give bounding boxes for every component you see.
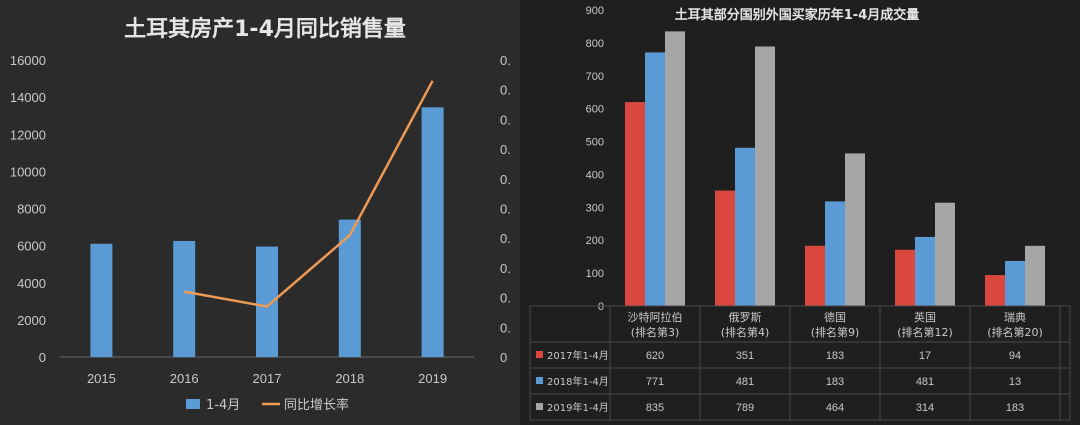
y-tick-label: 0 [598, 301, 604, 313]
y-tick-label: 6000 [17, 239, 46, 254]
data-value: 789 [736, 402, 754, 414]
bar [625, 102, 645, 306]
category-rank: (排名第20) [987, 325, 1043, 339]
bar [715, 190, 735, 306]
legend-label: 1-4月 [206, 398, 240, 413]
growth-line [183, 80, 434, 308]
legend-swatch [536, 377, 543, 384]
category-name: 德国 [824, 310, 846, 324]
chart-title: 土耳其部分国别外国买家历年1-4月成交量 [675, 7, 920, 23]
y-tick-label: 800 [586, 38, 604, 50]
bar [845, 153, 865, 306]
y-tick-label: 200 [586, 235, 604, 247]
category-name: 俄罗斯 [729, 311, 762, 324]
y-tick-label: 700 [586, 71, 604, 83]
bar [935, 202, 955, 306]
y2-tick-label: 0. [500, 53, 511, 68]
data-value: 464 [826, 402, 844, 414]
legend-label: 同比增长率 [284, 397, 349, 413]
legend-swatch-bar [186, 399, 200, 409]
bar [173, 240, 196, 357]
bar [895, 249, 915, 306]
data-value: 351 [736, 350, 754, 362]
category-name: 瑞典 [1004, 310, 1026, 324]
bar [755, 46, 775, 307]
bar [90, 243, 113, 357]
bar [985, 275, 1005, 306]
y-tick-label: 300 [586, 202, 604, 214]
bar [735, 147, 755, 306]
data-value: 17 [919, 350, 931, 362]
y-tick-label: 900 [586, 5, 604, 17]
bar [1025, 245, 1045, 306]
data-value: 835 [646, 402, 664, 414]
buyers-chart: 土耳其部分国别外国买家历年1-4月成交量 0 100 200 300 400 500 600… [529, 5, 1071, 421]
y-tick-label: 100 [586, 268, 604, 280]
y-tick-label: 0 [39, 350, 46, 365]
data-value: 314 [916, 402, 934, 414]
y2-tick-label: 0. [500, 202, 511, 217]
data-table-border [529, 305, 1071, 421]
bar [421, 107, 444, 357]
sales-chart: 土耳其房产1-4月同比销售量 0 2000 4000 6000 8000 10000 120… [10, 16, 511, 413]
bar [645, 52, 665, 306]
y-tick-label: 2000 [17, 313, 46, 328]
y2-tick-label: 0. [500, 320, 511, 335]
x-tick-label: 2016 [170, 371, 199, 386]
y2-tick-label: 0. [500, 291, 511, 306]
series-label: 2019年1-4月 [547, 401, 609, 414]
data-value: 481 [916, 376, 934, 388]
bar [338, 219, 361, 357]
bar [915, 236, 935, 306]
category-rank: (排名第3) [631, 325, 680, 339]
y-tick-label: 8000 [17, 202, 46, 217]
legend-swatch [536, 351, 543, 358]
category-name: 沙特阿拉伯 [628, 310, 683, 324]
y-tick-label: 14000 [10, 90, 46, 105]
y-tick-label: 4000 [17, 276, 46, 291]
chart-title: 土耳其房产1-4月同比销售量 [124, 16, 406, 42]
y-tick-label: 400 [586, 169, 604, 181]
category-rank: (排名第4) [721, 325, 770, 339]
data-value: 94 [1009, 350, 1021, 362]
y2-tick-label: 0. [500, 261, 511, 276]
y-tick-label: 16000 [10, 53, 46, 68]
category-rank: (排名第9) [811, 325, 860, 339]
left-chart-panel: 土耳其房产1-4月同比销售量 0 2000 4000 6000 8000 10000 120… [0, 0, 520, 425]
data-value: 481 [736, 376, 754, 388]
bar [256, 246, 278, 357]
data-value: 620 [646, 350, 664, 362]
x-tick-label: 2018 [335, 371, 364, 386]
data-value: 183 [826, 376, 844, 388]
x-tick-label: 2019 [418, 371, 447, 386]
data-value: 183 [826, 350, 844, 362]
y-tick-label: 12000 [10, 127, 46, 142]
x-tick-label: 2015 [87, 371, 116, 386]
y2-tick-label: 0. [500, 172, 511, 187]
data-value: 183 [1006, 402, 1024, 414]
data-value: 771 [646, 376, 664, 388]
y2-tick-label: 0. [500, 142, 511, 157]
bar [805, 245, 825, 306]
y-tick-label: 500 [586, 137, 604, 149]
right-chart-panel: 土耳其部分国别外国买家历年1-4月成交量 0 100 200 300 400 500 600… [520, 0, 1080, 425]
y2-tick-label: 0. [500, 83, 511, 98]
series-label: 2018年1-4月 [547, 375, 609, 388]
y2-tick-label: 0. [500, 112, 511, 127]
data-value: 13 [1009, 376, 1021, 388]
y-tick-label: 10000 [10, 164, 46, 179]
y2-tick-label: 0 [500, 350, 507, 365]
bar [825, 201, 845, 306]
bar [1005, 260, 1025, 306]
legend-swatch [536, 403, 543, 410]
category-rank: (排名第12) [897, 325, 953, 339]
x-tick-label: 2017 [253, 371, 282, 386]
bar [665, 31, 685, 306]
y2-tick-label: 0. [500, 231, 511, 246]
y-tick-label: 600 [586, 104, 604, 116]
category-name: 英国 [914, 310, 936, 324]
series-label: 2017年1-4月 [547, 349, 609, 362]
